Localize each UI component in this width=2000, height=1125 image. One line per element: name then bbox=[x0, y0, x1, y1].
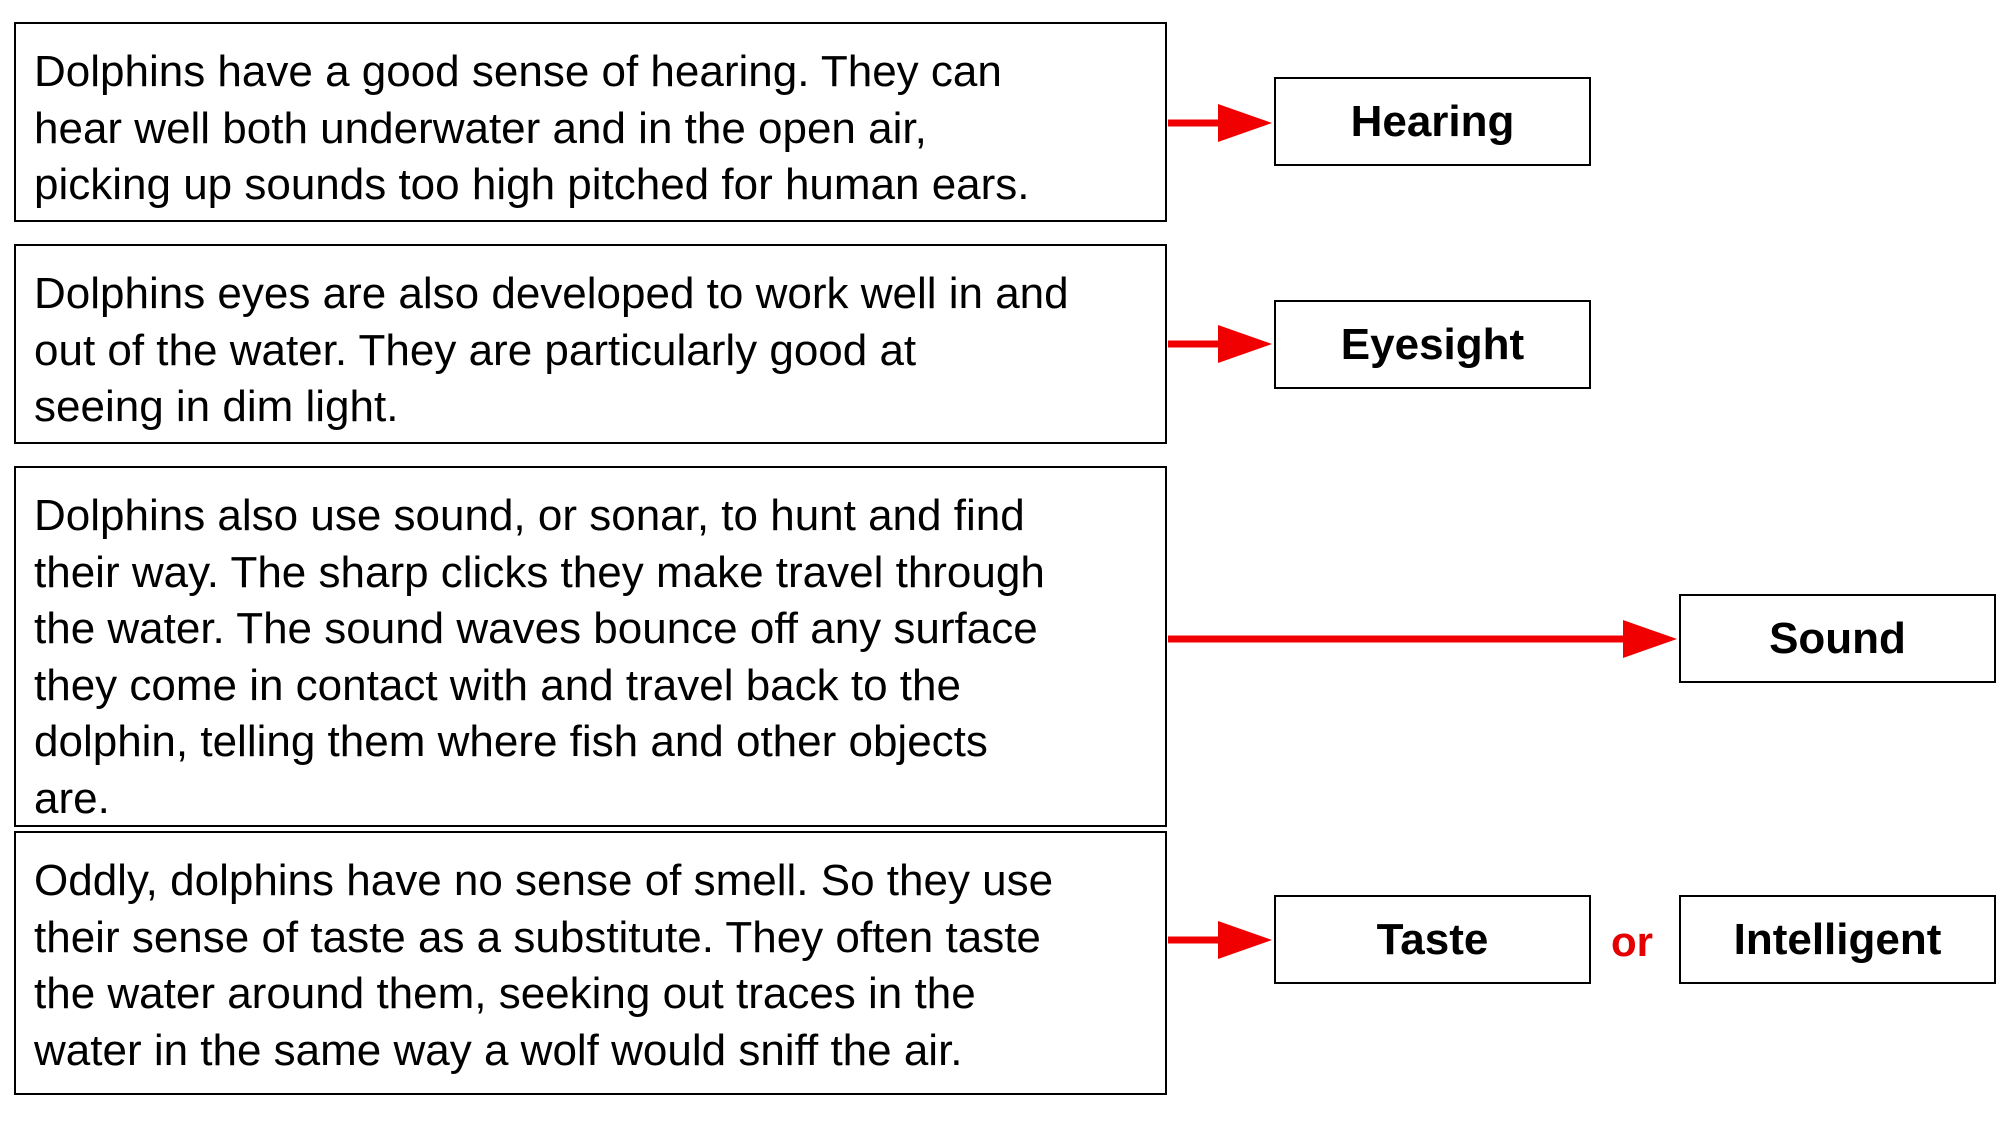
arrow-sound bbox=[1168, 620, 1677, 658]
passage-taste: Oddly, dolphins have no sense of smell. … bbox=[14, 831, 1167, 1095]
passage-line: seeing in dim light. bbox=[34, 382, 399, 431]
label-intelligent-text: Intelligent bbox=[1733, 914, 1942, 964]
passage-line: Oddly, dolphins have no sense of smell. … bbox=[34, 856, 1054, 905]
passage-line: they come in contact with and travel bac… bbox=[34, 660, 961, 710]
label-eyesight: Eyesight bbox=[1274, 300, 1591, 389]
passage-line: Dolphins also use sound, or sonar, to hu… bbox=[34, 491, 1025, 540]
passage-line: the water around them, seeking out trace… bbox=[34, 969, 976, 1018]
label-taste-text: Taste bbox=[1376, 914, 1489, 964]
passage-sound: Dolphins also use sound, or sonar, to hu… bbox=[14, 466, 1167, 827]
passage-line: dolphin, telling them where fish and oth… bbox=[34, 717, 988, 766]
arrow-eyesight bbox=[1168, 325, 1272, 363]
passage-eyesight: Dolphins eyes are also developed to work… bbox=[14, 244, 1167, 444]
passage-line: water in the same way a wolf would sniff… bbox=[34, 1025, 963, 1075]
passage-line: Dolphins have a good sense of hearing. T… bbox=[34, 47, 1002, 96]
passage-line: picking up sounds too high pitched for h… bbox=[34, 160, 1030, 209]
label-sound-text: Sound bbox=[1769, 613, 1906, 663]
arrow-taste bbox=[1168, 921, 1272, 959]
passage-line: the water. The sound waves bounce off an… bbox=[34, 604, 1038, 653]
passage-line: hear well both underwater and in the ope… bbox=[34, 103, 927, 153]
arrow-hearing bbox=[1168, 104, 1272, 142]
label-eyesight-text: Eyesight bbox=[1340, 319, 1525, 369]
label-hearing-text: Hearing bbox=[1350, 96, 1515, 146]
passage-line: are. bbox=[34, 773, 110, 823]
or-text: or bbox=[1611, 918, 1653, 965]
passage-line: their sense of taste as a substitute. Th… bbox=[34, 912, 1041, 962]
label-sound: Sound bbox=[1679, 594, 1996, 683]
passage-line: out of the water. They are particularly … bbox=[34, 325, 917, 375]
passage-hearing: Dolphins have a good sense of hearing. T… bbox=[14, 22, 1167, 222]
label-taste: Taste bbox=[1274, 895, 1591, 984]
label-intelligent: Intelligent bbox=[1679, 895, 1996, 984]
passage-line: Dolphins eyes are also developed to work… bbox=[34, 269, 1069, 318]
label-hearing: Hearing bbox=[1274, 77, 1591, 166]
passage-line: their way. The sharp clicks they make tr… bbox=[34, 547, 1045, 597]
